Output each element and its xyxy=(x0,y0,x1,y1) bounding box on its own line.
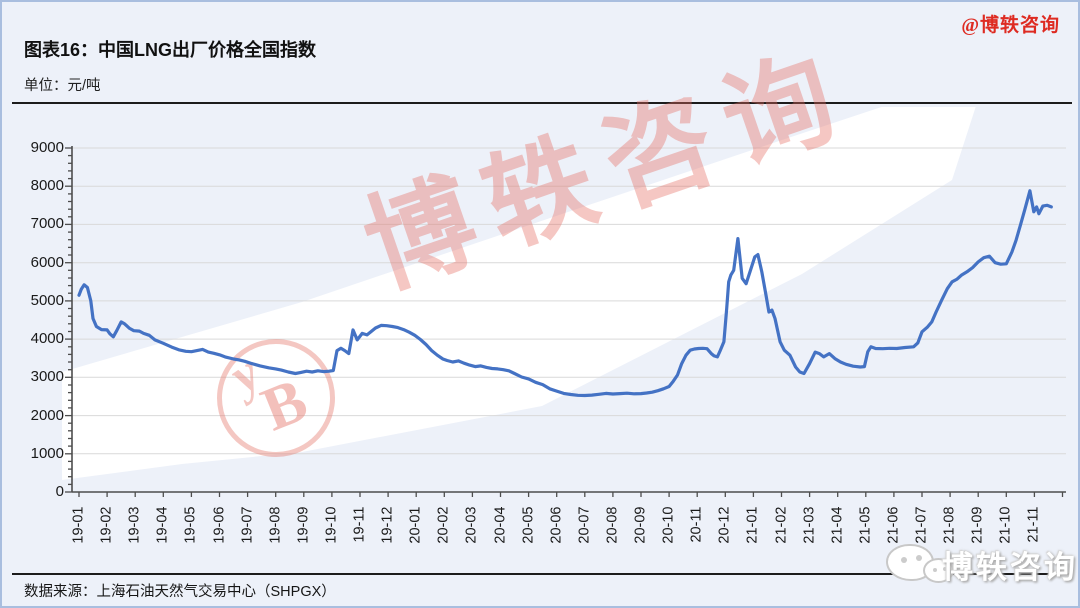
x-tick-label: 20-10 xyxy=(660,506,677,544)
brand-handle: @博轶咨询 xyxy=(961,15,1060,36)
y-tick-label: 8000 xyxy=(30,177,64,195)
watermark-logo: y B xyxy=(204,326,348,470)
x-tick-label: 20-12 xyxy=(716,506,733,544)
x-tick-label: 20-05 xyxy=(520,506,537,544)
y-tick-label: 3000 xyxy=(30,368,64,386)
x-tick-label: 21-05 xyxy=(857,506,874,544)
unit-label: 单位：元/吨 xyxy=(24,78,101,94)
x-tick-label: 19-09 xyxy=(295,506,312,544)
x-tick-label: 19-02 xyxy=(98,506,115,544)
y-tick-label: 4000 xyxy=(30,330,64,348)
page-title: 图表16：中国LNG出厂价格全国指数 xyxy=(24,40,317,60)
y-tick-label: 5000 xyxy=(30,291,64,309)
x-tick-label: 20-07 xyxy=(576,506,593,544)
y-tick-label: 6000 xyxy=(30,253,64,271)
wechat-icon-small xyxy=(923,558,954,583)
x-tick-label: 21-04 xyxy=(829,506,846,544)
x-tick-label: 19-04 xyxy=(154,506,171,544)
x-tick-label: 19-03 xyxy=(126,506,143,544)
x-tick-label: 20-02 xyxy=(435,506,452,544)
y-tick-label: 0 xyxy=(55,483,64,500)
x-tick-label: 19-10 xyxy=(323,506,340,544)
x-tick-label: 19-06 xyxy=(211,506,227,544)
x-tick-label: 19-07 xyxy=(239,506,256,544)
x-tick-label: 19-05 xyxy=(182,506,199,544)
y-tick-label: 1000 xyxy=(30,444,64,462)
data-source: 数据来源：上海石油天然气交易中心（SHPGX） xyxy=(24,584,336,600)
x-tick-label: 20-08 xyxy=(604,506,621,544)
x-tick-label: 19-08 xyxy=(267,506,284,544)
watermark-text: 博轶咨询 xyxy=(350,30,867,309)
watermark-text-bottom: 博轶咨询 xyxy=(942,550,1078,585)
x-tick-label: 21-01 xyxy=(744,506,761,544)
watermark-logo-letter: B xyxy=(252,365,317,445)
x-tick-label: 19-01 xyxy=(70,506,87,544)
x-tick-label: 20-06 xyxy=(548,506,565,544)
x-tick-label: 21-02 xyxy=(773,506,789,544)
x-tick-label: 20-11 xyxy=(688,506,705,543)
x-tick-label: 19-12 xyxy=(379,506,396,544)
x-tick-label: 20-03 xyxy=(463,506,480,544)
x-tick-label: 19-11 xyxy=(351,506,368,543)
divider-top xyxy=(12,102,1072,104)
x-tick-label: 20-01 xyxy=(407,506,424,544)
y-tick-label: 2000 xyxy=(30,406,64,424)
divider-bottom xyxy=(12,573,1072,575)
x-tick-label: 20-09 xyxy=(632,506,649,544)
x-tick-label: 21-03 xyxy=(801,506,818,544)
x-tick-label: 20-04 xyxy=(492,506,508,544)
y-tick-label: 9000 xyxy=(30,139,64,156)
y-tick-label: 7000 xyxy=(30,215,64,233)
